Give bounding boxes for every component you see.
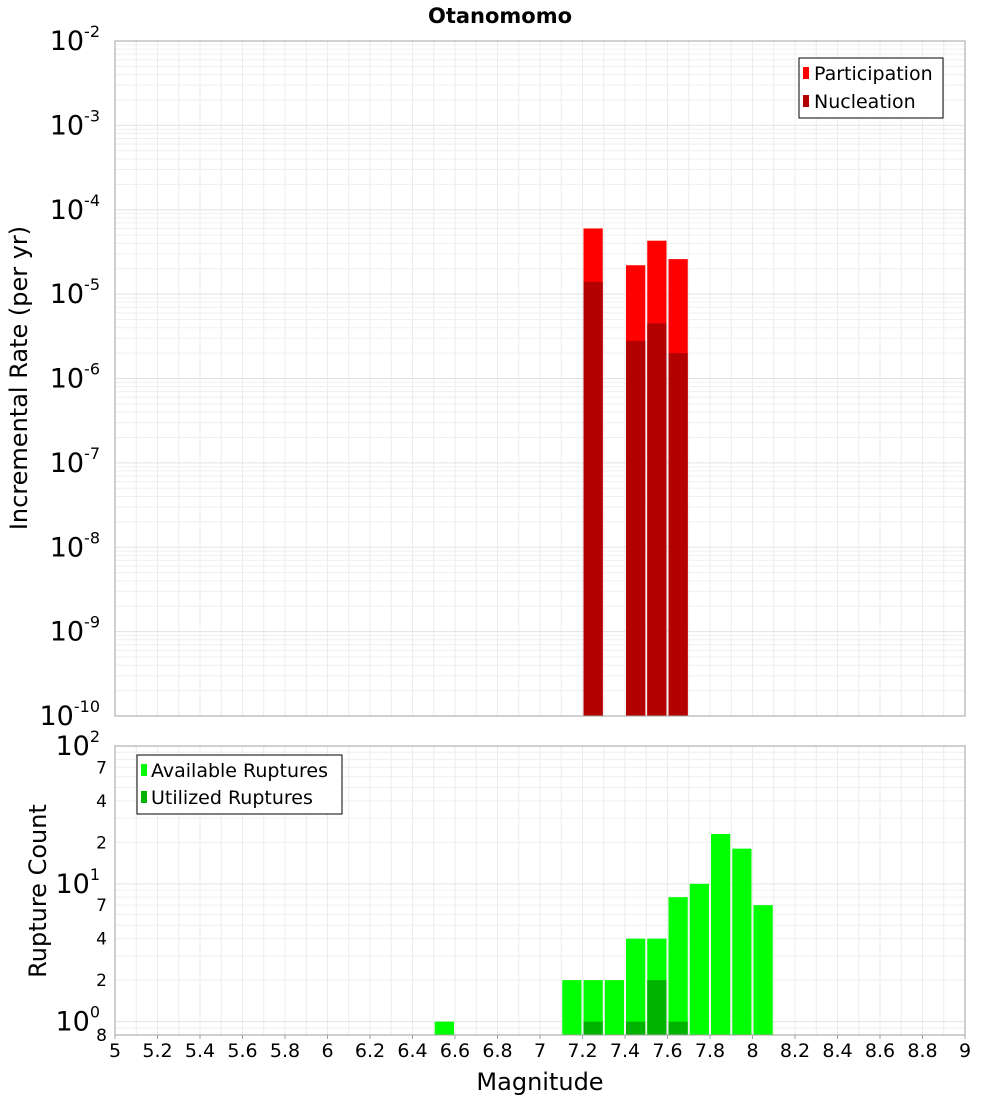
bar-available-ruptures-7.95	[732, 848, 752, 1035]
y-tick-label-minor: 4	[96, 930, 107, 950]
x-tick-label: 6	[321, 1040, 333, 1062]
y-tick-label-minor: 8	[96, 1026, 107, 1046]
x-tick-label: 9	[959, 1040, 971, 1062]
y-tick-label: 10-2	[50, 22, 100, 57]
bar-available-ruptures-7.15	[562, 980, 582, 1035]
legend-swatch-utilized	[141, 791, 147, 803]
y-tick-label: 10-6	[50, 360, 100, 395]
bar-utilized-ruptures-7.65	[668, 1021, 688, 1035]
chart-title: Otanomomo	[428, 4, 572, 28]
x-tick-label: 5.6	[227, 1040, 257, 1062]
bar-utilized-ruptures-7.25	[583, 1021, 603, 1035]
y-tick-label: 102	[55, 727, 100, 762]
bottom-gridlines	[114, 745, 966, 1036]
bottom-legend: Available Ruptures Utilized Ruptures	[136, 754, 343, 815]
bar-available-ruptures-8.05	[753, 905, 773, 1035]
legend-swatch-nucleation	[803, 95, 809, 107]
x-tick-label: 8.6	[865, 1040, 895, 1062]
x-tick-label: 8.2	[780, 1040, 810, 1062]
bottom-bars	[434, 833, 773, 1035]
y-tick-label: 10-4	[50, 191, 100, 226]
x-tick-label: 5.8	[270, 1040, 300, 1062]
legend-label-available: Available Ruptures	[151, 760, 328, 782]
bar-nucleation-7.45	[626, 340, 646, 716]
y-tick-label-minor: 7	[96, 758, 107, 778]
y-tick-label: 101	[55, 865, 100, 900]
legend-label-nucleation: Nucleation	[814, 91, 916, 113]
x-tick-label: 6.2	[355, 1040, 385, 1062]
y-tick-label-minor: 7	[96, 896, 107, 916]
y-tick-label: 10-3	[50, 106, 100, 141]
top-legend-box	[798, 57, 944, 119]
x-tick-label: 8.8	[907, 1040, 937, 1062]
legend-label-participation: Participation	[814, 63, 933, 85]
x-tick-label: 5	[109, 1040, 121, 1062]
bottom-legend-box	[136, 754, 343, 815]
top-bars	[583, 228, 688, 717]
x-tick-label: 5.4	[185, 1040, 215, 1062]
y-tick-label: 10-9	[50, 613, 100, 648]
legend-swatch-available	[141, 764, 147, 776]
x-tick-label: 8	[746, 1040, 758, 1062]
y-tick-label-minor: 2	[96, 971, 107, 991]
x-tick-label: 7.2	[567, 1040, 597, 1062]
top-gridlines	[114, 40, 966, 717]
bar-available-ruptures-7.35	[604, 980, 624, 1035]
x-tick-label: 6.8	[482, 1040, 512, 1062]
legend-swatch-participation	[803, 67, 809, 79]
x-tick-label: 6.6	[440, 1040, 470, 1062]
bar-available-ruptures-7.25	[583, 980, 603, 1035]
legend-label-utilized: Utilized Ruptures	[151, 787, 313, 809]
x-tick-label: 7.8	[695, 1040, 725, 1062]
top-y-axis-label: Incremental Rate (per yr)	[5, 226, 33, 530]
y-tick-label: 100	[55, 1003, 100, 1038]
bar-utilized-ruptures-7.55	[647, 980, 667, 1035]
y-tick-label-minor: 4	[96, 792, 107, 812]
bar-nucleation-7.65	[668, 353, 688, 716]
bar-available-ruptures-7.65	[668, 897, 688, 1035]
bar-nucleation-7.55	[647, 323, 667, 716]
top-plot-frame	[114, 40, 966, 717]
y-tick-label: 10-5	[50, 275, 100, 310]
bottom-y-axis-label: Rupture Count	[24, 804, 52, 978]
y-tick-label: 10-7	[50, 444, 100, 479]
top-y-axis-ticks: 10-10 10-9 10-8 10-7 10-6 10-5 10-4 10-3 10-2	[40, 22, 101, 732]
y-tick-label: 10-10	[40, 697, 101, 732]
x-tick-label: 6.4	[397, 1040, 427, 1062]
x-tick-label: 5.2	[142, 1040, 172, 1062]
x-tick-label: 7.6	[652, 1040, 682, 1062]
x-tick-label: 7.4	[610, 1040, 640, 1062]
x-tick-label: 8.4	[822, 1040, 852, 1062]
bar-available-ruptures-7.75	[689, 883, 709, 1035]
bar-available-ruptures-7.45	[626, 938, 646, 1035]
top-legend: Participation Nucleation	[798, 57, 944, 119]
x-tick-label: 7	[534, 1040, 546, 1062]
bar-utilized-ruptures-7.45	[626, 1021, 646, 1035]
x-axis-label: Magnitude	[476, 1068, 603, 1096]
bar-available-ruptures-7.85	[711, 833, 731, 1035]
y-tick-label: 10-8	[50, 528, 100, 563]
bar-nucleation-7.25	[583, 281, 603, 716]
x-axis-ticks: 5 5.2 5.4 5.6 5.8 6 6.2 6.4 6.6 6.8 7 7.2 7.4 7.6 7.8 8…	[109, 1035, 971, 1062]
bar-available-ruptures-6.55	[434, 1021, 454, 1035]
y-tick-label-minor: 2	[96, 833, 107, 853]
